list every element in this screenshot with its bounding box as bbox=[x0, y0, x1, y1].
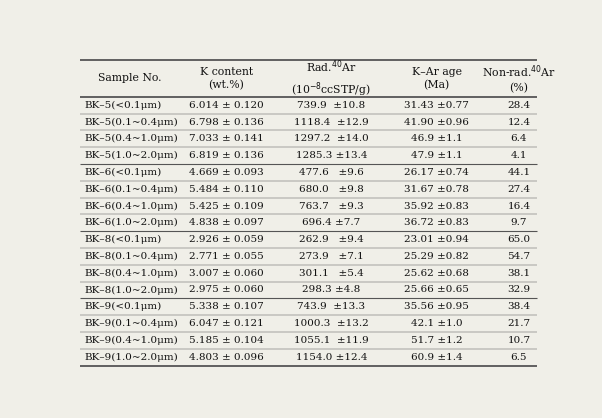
Text: 5.338 ± 0.107: 5.338 ± 0.107 bbox=[189, 302, 264, 311]
Text: 54.7: 54.7 bbox=[507, 252, 530, 261]
Text: 23.01 ±0.94: 23.01 ±0.94 bbox=[404, 235, 469, 244]
Text: 4.838 ± 0.097: 4.838 ± 0.097 bbox=[189, 218, 264, 227]
Text: 31.43 ±0.77: 31.43 ±0.77 bbox=[404, 101, 469, 110]
Text: K–Ar age
(Ma): K–Ar age (Ma) bbox=[412, 66, 462, 90]
Text: 42.1 ±1.0: 42.1 ±1.0 bbox=[411, 319, 462, 328]
Text: 1055.1  ±11.9: 1055.1 ±11.9 bbox=[294, 336, 369, 345]
Text: 38.1: 38.1 bbox=[507, 269, 530, 278]
Text: Sample No.: Sample No. bbox=[99, 73, 162, 83]
Text: 1154.0 ±12.4: 1154.0 ±12.4 bbox=[296, 353, 367, 362]
Text: 25.29 ±0.82: 25.29 ±0.82 bbox=[404, 252, 469, 261]
Text: 2.926 ± 0.059: 2.926 ± 0.059 bbox=[189, 235, 264, 244]
Text: 477.6   ±9.6: 477.6 ±9.6 bbox=[299, 168, 364, 177]
Text: 262.9   ±9.4: 262.9 ±9.4 bbox=[299, 235, 364, 244]
Text: BK–5(1.0~2.0μm): BK–5(1.0~2.0μm) bbox=[84, 151, 178, 160]
Text: BK–9(0.1~0.4μm): BK–9(0.1~0.4μm) bbox=[84, 319, 178, 328]
Text: Non-rad.$^{40}$Ar
(%): Non-rad.$^{40}$Ar (%) bbox=[482, 63, 556, 94]
Text: 32.9: 32.9 bbox=[507, 285, 530, 295]
Text: 2.771 ± 0.055: 2.771 ± 0.055 bbox=[189, 252, 264, 261]
Text: 301.1   ±5.4: 301.1 ±5.4 bbox=[299, 269, 364, 278]
Text: BK–5(<0.1μm): BK–5(<0.1μm) bbox=[84, 101, 162, 110]
Text: 5.185 ± 0.104: 5.185 ± 0.104 bbox=[189, 336, 264, 345]
Text: BK–8(<0.1μm): BK–8(<0.1μm) bbox=[84, 235, 162, 244]
Text: BK–8(0.4~1.0μm): BK–8(0.4~1.0μm) bbox=[84, 269, 178, 278]
Text: 6.5: 6.5 bbox=[510, 353, 527, 362]
Text: 4.803 ± 0.096: 4.803 ± 0.096 bbox=[189, 353, 264, 362]
Text: 763.7   ±9.3: 763.7 ±9.3 bbox=[299, 201, 364, 211]
Text: 1297.2  ±14.0: 1297.2 ±14.0 bbox=[294, 134, 369, 143]
Text: BK–6(<0.1μm): BK–6(<0.1μm) bbox=[84, 168, 162, 177]
Text: BK–5(0.4~1.0μm): BK–5(0.4~1.0μm) bbox=[84, 134, 178, 143]
Text: 6.014 ± 0.120: 6.014 ± 0.120 bbox=[189, 101, 264, 110]
Text: 25.62 ±0.68: 25.62 ±0.68 bbox=[404, 269, 469, 278]
Text: BK–6(0.1~0.4μm): BK–6(0.1~0.4μm) bbox=[84, 185, 178, 194]
Text: 6.798 ± 0.136: 6.798 ± 0.136 bbox=[189, 117, 264, 127]
Text: BK–8(0.1~0.4μm): BK–8(0.1~0.4μm) bbox=[84, 252, 178, 261]
Text: 10.7: 10.7 bbox=[507, 336, 530, 345]
Text: 65.0: 65.0 bbox=[507, 235, 530, 244]
Text: 27.4: 27.4 bbox=[507, 185, 530, 194]
Text: 4.1: 4.1 bbox=[510, 151, 527, 160]
Text: BK–9(1.0~2.0μm): BK–9(1.0~2.0μm) bbox=[84, 353, 178, 362]
Text: 4.669 ± 0.093: 4.669 ± 0.093 bbox=[189, 168, 264, 177]
Text: 696.4 ±7.7: 696.4 ±7.7 bbox=[302, 218, 361, 227]
Text: 743.9  ±13.3: 743.9 ±13.3 bbox=[297, 302, 365, 311]
Text: 21.7: 21.7 bbox=[507, 319, 530, 328]
Text: BK–9(<0.1μm): BK–9(<0.1μm) bbox=[84, 302, 162, 311]
Text: 6.4: 6.4 bbox=[510, 134, 527, 143]
Text: 28.4: 28.4 bbox=[507, 101, 530, 110]
Text: 5.425 ± 0.109: 5.425 ± 0.109 bbox=[189, 201, 264, 211]
Text: 1000.3  ±13.2: 1000.3 ±13.2 bbox=[294, 319, 369, 328]
Text: 44.1: 44.1 bbox=[507, 168, 530, 177]
Text: BK–8(1.0~2.0μm): BK–8(1.0~2.0μm) bbox=[84, 285, 178, 295]
Text: 35.92 ±0.83: 35.92 ±0.83 bbox=[404, 201, 469, 211]
Text: 41.90 ±0.96: 41.90 ±0.96 bbox=[404, 117, 469, 127]
Text: 273.9   ±7.1: 273.9 ±7.1 bbox=[299, 252, 364, 261]
Text: 739.9  ±10.8: 739.9 ±10.8 bbox=[297, 101, 365, 110]
Text: 47.9 ±1.1: 47.9 ±1.1 bbox=[411, 151, 462, 160]
Text: 7.033 ± 0.141: 7.033 ± 0.141 bbox=[189, 134, 264, 143]
Text: 1118.4  ±12.9: 1118.4 ±12.9 bbox=[294, 117, 369, 127]
Text: BK–6(1.0~2.0μm): BK–6(1.0~2.0μm) bbox=[84, 218, 178, 227]
Text: 680.0   ±9.8: 680.0 ±9.8 bbox=[299, 185, 364, 194]
Text: 5.484 ± 0.110: 5.484 ± 0.110 bbox=[189, 185, 264, 194]
Text: 1285.3 ±13.4: 1285.3 ±13.4 bbox=[296, 151, 367, 160]
Text: 35.56 ±0.95: 35.56 ±0.95 bbox=[404, 302, 469, 311]
Text: 46.9 ±1.1: 46.9 ±1.1 bbox=[411, 134, 462, 143]
Text: 38.4: 38.4 bbox=[507, 302, 530, 311]
Text: 3.007 ± 0.060: 3.007 ± 0.060 bbox=[189, 269, 264, 278]
Text: 31.67 ±0.78: 31.67 ±0.78 bbox=[404, 185, 469, 194]
Text: BK–6(0.4~1.0μm): BK–6(0.4~1.0μm) bbox=[84, 201, 178, 211]
Text: BK–9(0.4~1.0μm): BK–9(0.4~1.0μm) bbox=[84, 336, 178, 345]
Text: 60.9 ±1.4: 60.9 ±1.4 bbox=[411, 353, 462, 362]
Text: 2.975 ± 0.060: 2.975 ± 0.060 bbox=[189, 285, 264, 295]
Text: 6.819 ± 0.136: 6.819 ± 0.136 bbox=[189, 151, 264, 160]
Text: 26.17 ±0.74: 26.17 ±0.74 bbox=[404, 168, 469, 177]
Text: K content
(wt.%): K content (wt.%) bbox=[200, 66, 253, 90]
Text: 6.047 ± 0.121: 6.047 ± 0.121 bbox=[189, 319, 264, 328]
Text: 25.66 ±0.65: 25.66 ±0.65 bbox=[404, 285, 469, 295]
Text: Rad.$^{40}$Ar
(10$^{-8}$ccSTP/g): Rad.$^{40}$Ar (10$^{-8}$ccSTP/g) bbox=[291, 58, 371, 99]
Text: 298.3 ±4.8: 298.3 ±4.8 bbox=[302, 285, 361, 295]
Text: 36.72 ±0.83: 36.72 ±0.83 bbox=[404, 218, 469, 227]
Text: 12.4: 12.4 bbox=[507, 117, 530, 127]
Text: BK–5(0.1~0.4μm): BK–5(0.1~0.4μm) bbox=[84, 117, 178, 127]
Text: 9.7: 9.7 bbox=[510, 218, 527, 227]
Text: 16.4: 16.4 bbox=[507, 201, 530, 211]
Text: 51.7 ±1.2: 51.7 ±1.2 bbox=[411, 336, 462, 345]
